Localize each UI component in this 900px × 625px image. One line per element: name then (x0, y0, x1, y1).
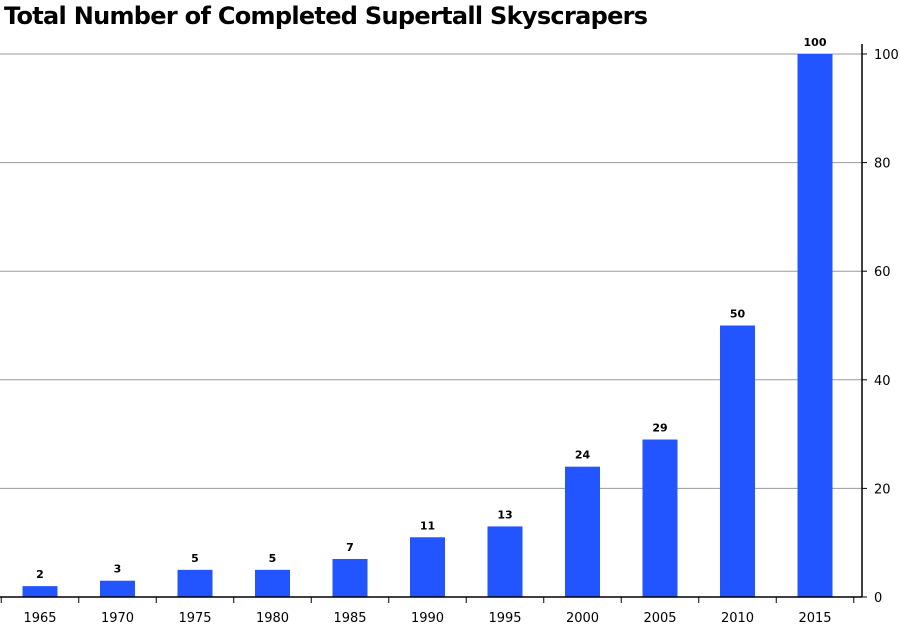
bar-2010 (720, 325, 755, 597)
x-tick-label: 1985 (333, 611, 366, 625)
data-label: 7 (346, 541, 354, 554)
x-tick-label: 2000 (566, 611, 599, 625)
chart-title: Total Number of Completed Supertall Skys… (4, 2, 648, 30)
data-label: 100 (804, 36, 827, 49)
x-tick-label: 1995 (488, 611, 521, 625)
x-tick-label: 2010 (721, 611, 754, 625)
axes (0, 44, 867, 603)
data-label: 5 (269, 552, 277, 565)
y-tick-label: 20 (874, 482, 891, 497)
data-label: 2 (36, 568, 44, 581)
data-label: 3 (114, 563, 122, 576)
y-tick-label: 100 (874, 48, 899, 63)
x-tick-label: 1990 (411, 611, 444, 625)
labels: 0 20 40 60 80 100 2 1965 3 1970 5 1975 5 1980 7 1985 11 1… (23, 36, 898, 625)
y-tick-label: 80 (874, 157, 891, 172)
x-tick-label: 1970 (101, 611, 134, 625)
bar-2005 (642, 439, 678, 597)
gridlines (0, 53, 862, 489)
data-label: 29 (652, 422, 667, 435)
y-tick-label: 40 (874, 374, 891, 389)
x-tick-label: 1980 (256, 611, 289, 625)
bar-1990 (410, 537, 445, 597)
bars (22, 54, 833, 597)
data-label: 11 (420, 519, 435, 532)
bar-1980 (255, 569, 290, 597)
x-tick-label: 1965 (23, 611, 56, 625)
x-tick-label: 1975 (178, 611, 211, 625)
data-label: 5 (191, 552, 199, 565)
data-label: 50 (730, 308, 746, 321)
bar-1965 (22, 586, 58, 597)
x-tick-label: 2005 (643, 611, 676, 625)
bar-2015 (797, 54, 833, 597)
y-tick-label: 0 (874, 591, 882, 606)
bar-1995 (487, 526, 523, 597)
bar-1975 (177, 569, 213, 597)
bar-1970 (100, 580, 135, 597)
bar-2000 (565, 466, 600, 597)
data-label: 13 (497, 508, 512, 521)
y-tick-label: 60 (874, 265, 891, 280)
x-tick-label: 2015 (798, 611, 831, 625)
data-label: 24 (575, 449, 591, 462)
bar-1985 (332, 558, 368, 597)
